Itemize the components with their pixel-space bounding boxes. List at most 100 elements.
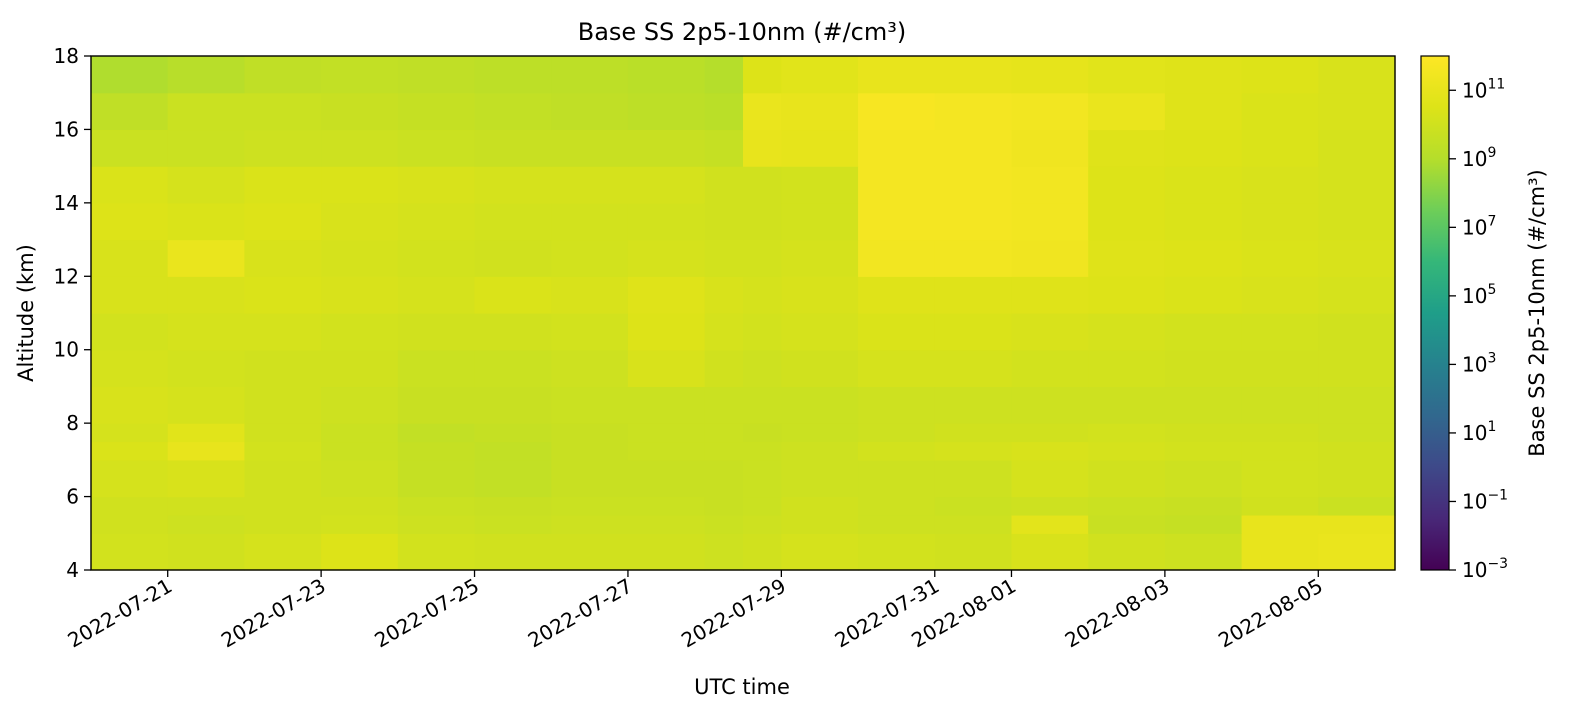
heatmap-cell <box>1241 202 1319 241</box>
heatmap-cell <box>743 239 782 277</box>
heatmap-cell <box>858 496 936 516</box>
heatmap-cell <box>551 202 629 241</box>
heatmap-cell <box>167 166 246 204</box>
heatmap-cell <box>1011 129 1089 167</box>
heatmap-cell <box>244 533 322 571</box>
heatmap-cell <box>1011 349 1089 388</box>
x-tick-label: 2022-07-25 <box>370 574 483 653</box>
heatmap-cell <box>474 386 552 424</box>
heatmap-cell <box>551 239 629 277</box>
heatmap-cell <box>627 92 706 131</box>
heatmap-cell <box>474 533 552 571</box>
heatmap-cell <box>551 313 629 351</box>
heatmap-cell <box>1318 202 1396 241</box>
heatmap-cell <box>474 514 552 534</box>
heatmap-cell <box>321 514 399 534</box>
heatmap-cell <box>1241 459 1319 498</box>
heatmap-cell <box>743 459 782 498</box>
colorbar-tick-label: 1011 <box>1462 76 1505 102</box>
heatmap-cell <box>1241 129 1319 167</box>
heatmap-cell <box>743 386 782 424</box>
y-tick-label: 8 <box>66 411 79 435</box>
heatmap-cell <box>627 496 706 516</box>
heatmap-cell <box>704 129 744 167</box>
heatmap-cell <box>167 423 246 443</box>
heatmap-cell <box>1318 166 1396 204</box>
heatmap-cell <box>244 514 322 534</box>
heatmap-cell <box>244 129 322 167</box>
heatmap-cell <box>321 349 399 388</box>
heatmap-cell <box>244 423 322 443</box>
y-tick-label: 14 <box>54 191 79 215</box>
x-tick-label: 2022-08-05 <box>1214 574 1327 653</box>
heatmap-cell <box>551 496 629 516</box>
heatmap-cell <box>1318 92 1396 131</box>
heatmap-cell <box>781 56 859 94</box>
heatmap-cell <box>858 313 936 351</box>
heatmap-cell <box>1164 129 1243 167</box>
heatmap-cell <box>704 202 744 241</box>
heatmap-cell <box>1241 166 1319 204</box>
heatmap-cell <box>627 56 706 94</box>
heatmap-cell <box>167 441 246 461</box>
heatmap-cell <box>1318 496 1396 516</box>
heatmap-cell <box>1241 349 1319 388</box>
heatmap-cell <box>858 202 936 241</box>
heatmap-cell <box>1011 239 1089 277</box>
heatmap-cell <box>397 423 476 443</box>
heatmap-cell <box>1164 386 1243 424</box>
heatmap-cell <box>551 276 629 314</box>
colorbar-tick-label: 10−3 <box>1462 556 1508 582</box>
heatmap-cell <box>1011 441 1089 461</box>
heatmap-cell <box>551 92 629 131</box>
heatmap-cell <box>627 349 706 388</box>
x-tick-label: 2022-07-27 <box>524 574 637 653</box>
heatmap-cell <box>781 533 859 571</box>
heatmap-cell <box>858 459 936 498</box>
heatmap-cell <box>743 92 782 131</box>
heatmap-cell <box>858 166 936 204</box>
heatmap-cell <box>91 92 169 131</box>
heatmap-cell <box>551 349 629 388</box>
heatmap-cell <box>167 202 246 241</box>
heatmap-cell <box>704 349 744 388</box>
heatmap-cell <box>397 533 476 571</box>
heatmap-cell <box>321 166 399 204</box>
heatmap-cell <box>627 166 706 204</box>
heatmap-cell <box>627 202 706 241</box>
heatmap-cell <box>858 386 936 424</box>
heatmap-cell <box>91 423 169 443</box>
heatmap-cell <box>858 533 936 571</box>
heatmap-cell <box>704 423 744 443</box>
heatmap-cell <box>1241 92 1319 131</box>
heatmap-cell <box>858 56 936 94</box>
heatmap-cell <box>743 349 782 388</box>
heatmap-cell <box>704 514 744 534</box>
heatmap-cell <box>91 514 169 534</box>
heatmap-cell <box>1241 496 1319 516</box>
heatmap-cell <box>551 459 629 498</box>
heatmap-cell <box>781 423 859 443</box>
heatmap-cell <box>781 514 859 534</box>
heatmap-cell <box>781 92 859 131</box>
heatmap-cell <box>321 56 399 94</box>
y-axis-label: Altitude (km) <box>14 244 38 382</box>
heatmap-cell <box>1011 166 1089 204</box>
heatmap-cell <box>397 276 476 314</box>
heatmap-cell <box>244 56 322 94</box>
heatmap-cell <box>91 166 169 204</box>
heatmap-cell <box>934 459 1013 498</box>
y-tick-label: 6 <box>66 485 79 509</box>
heatmap-cell <box>1011 514 1089 534</box>
x-tick-label: 2022-07-23 <box>217 574 330 653</box>
heatmap-cell <box>397 496 476 516</box>
heatmap-cell <box>1088 129 1166 167</box>
heatmap-cell <box>704 166 744 204</box>
heatmap-cell <box>1088 56 1166 94</box>
heatmap-cell <box>858 129 936 167</box>
heatmap-cell <box>1241 276 1319 314</box>
heatmap-cell <box>1088 202 1166 241</box>
heatmap-cell <box>743 313 782 351</box>
heatmap-cell <box>627 313 706 351</box>
heatmap-cell <box>627 533 706 571</box>
